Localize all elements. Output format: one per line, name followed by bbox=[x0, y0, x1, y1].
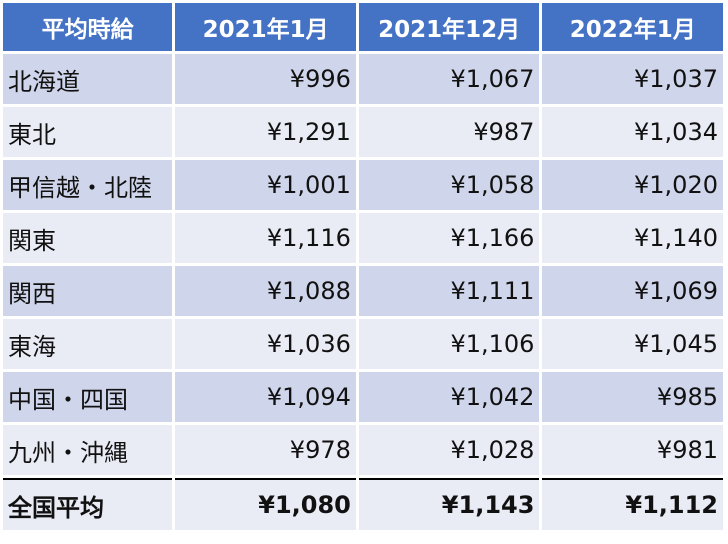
wage-cell: ¥1,166 bbox=[358, 213, 540, 263]
wage-cell: ¥985 bbox=[542, 372, 723, 422]
table-row: 東海 ¥1,036 ¥1,106 ¥1,045 bbox=[3, 319, 723, 369]
wage-cell: ¥1,080 bbox=[175, 478, 356, 530]
header-row: 平均時給 2021年1月 2021年12月 2022年1月 bbox=[3, 3, 723, 51]
wage-cell: ¥1,116 bbox=[175, 213, 356, 263]
wage-cell: ¥1,034 bbox=[542, 107, 723, 157]
wage-cell: ¥1,001 bbox=[175, 160, 356, 210]
table-row: 甲信越・北陸 ¥1,001 ¥1,058 ¥1,020 bbox=[3, 160, 723, 210]
region-cell: 甲信越・北陸 bbox=[3, 160, 173, 210]
region-cell: 中国・四国 bbox=[3, 372, 173, 422]
region-cell: 九州・沖縄 bbox=[3, 425, 173, 475]
table-row: 関東 ¥1,116 ¥1,166 ¥1,140 bbox=[3, 213, 723, 263]
header-2022-jan: 2022年1月 bbox=[542, 3, 723, 51]
wage-cell: ¥1,028 bbox=[358, 425, 540, 475]
wage-cell: ¥1,112 bbox=[542, 478, 723, 530]
table-body: 北海道 ¥996 ¥1,067 ¥1,037 東北 ¥1,291 ¥987 ¥1,034 甲信越… bbox=[3, 54, 723, 530]
region-cell: 東海 bbox=[3, 319, 173, 369]
wage-cell: ¥1,036 bbox=[175, 319, 356, 369]
wage-cell: ¥1,291 bbox=[175, 107, 356, 157]
header-2021-jan: 2021年1月 bbox=[175, 3, 356, 51]
wage-cell: ¥1,045 bbox=[542, 319, 723, 369]
wage-cell: ¥1,067 bbox=[358, 54, 540, 104]
wage-cell: ¥1,140 bbox=[542, 213, 723, 263]
wage-cell: ¥1,069 bbox=[542, 266, 723, 316]
wage-cell: ¥1,111 bbox=[358, 266, 540, 316]
total-row: 全国平均 ¥1,080 ¥1,143 ¥1,112 bbox=[3, 478, 723, 530]
table-row: 北海道 ¥996 ¥1,067 ¥1,037 bbox=[3, 54, 723, 104]
table-row: 九州・沖縄 ¥978 ¥1,028 ¥981 bbox=[3, 425, 723, 475]
table-row: 東北 ¥1,291 ¥987 ¥1,034 bbox=[3, 107, 723, 157]
header-2021-dec: 2021年12月 bbox=[358, 3, 540, 51]
wage-cell: ¥981 bbox=[542, 425, 723, 475]
table-row: 中国・四国 ¥1,094 ¥1,042 ¥985 bbox=[3, 372, 723, 422]
wage-cell: ¥1,094 bbox=[175, 372, 356, 422]
wage-cell: ¥996 bbox=[175, 54, 356, 104]
region-cell: 東北 bbox=[3, 107, 173, 157]
wage-cell: ¥1,058 bbox=[358, 160, 540, 210]
wage-cell: ¥1,020 bbox=[542, 160, 723, 210]
wage-cell: ¥1,106 bbox=[358, 319, 540, 369]
wage-cell: ¥1,088 bbox=[175, 266, 356, 316]
wage-cell: ¥987 bbox=[358, 107, 540, 157]
region-cell: 全国平均 bbox=[3, 478, 173, 530]
wage-cell: ¥978 bbox=[175, 425, 356, 475]
wage-cell: ¥1,042 bbox=[358, 372, 540, 422]
wage-cell: ¥1,037 bbox=[542, 54, 723, 104]
wage-cell: ¥1,143 bbox=[358, 478, 540, 530]
region-cell: 北海道 bbox=[3, 54, 173, 104]
region-cell: 関東 bbox=[3, 213, 173, 263]
region-cell: 関西 bbox=[3, 266, 173, 316]
table-row: 関西 ¥1,088 ¥1,111 ¥1,069 bbox=[3, 266, 723, 316]
header-label: 平均時給 bbox=[3, 3, 173, 51]
hourly-wage-table: 平均時給 2021年1月 2021年12月 2022年1月 北海道 ¥996 ¥1,… bbox=[3, 3, 723, 530]
